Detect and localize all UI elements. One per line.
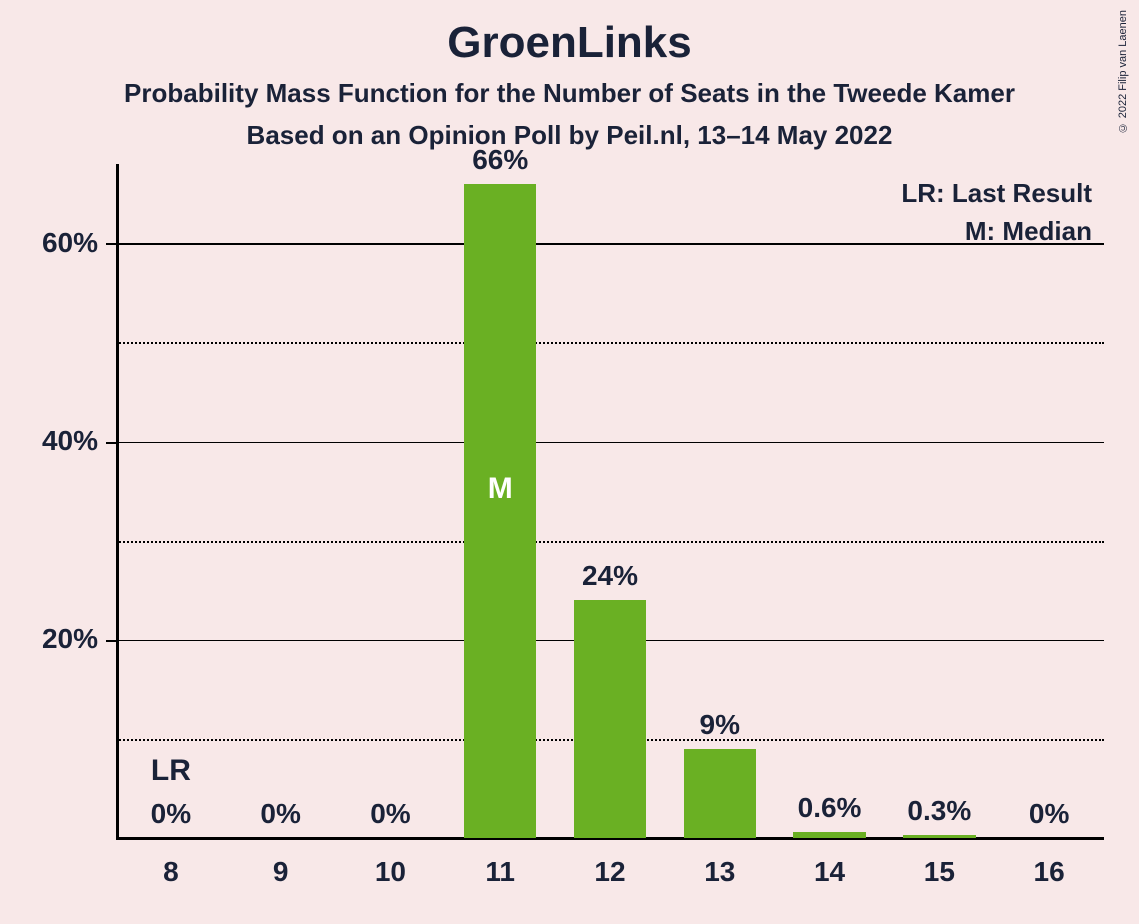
x-tick-label: 14 xyxy=(780,856,880,888)
x-tick-label: 12 xyxy=(560,856,660,888)
median-marker: M xyxy=(460,472,540,506)
legend-lr: LR: Last Result xyxy=(901,178,1092,209)
bar-value-label: 0% xyxy=(994,798,1104,830)
bar xyxy=(793,832,865,838)
bar-value-label: 0% xyxy=(116,798,226,830)
x-tick-label: 13 xyxy=(670,856,770,888)
legend-median: M: Median xyxy=(965,216,1092,247)
gridline-major xyxy=(116,442,1104,444)
x-tick-label: 15 xyxy=(889,856,989,888)
y-tick xyxy=(106,442,116,444)
x-tick-label: 16 xyxy=(999,856,1099,888)
bar-value-label: 0% xyxy=(335,798,445,830)
bar-value-label: 0.3% xyxy=(884,795,994,827)
bar-value-label: 9% xyxy=(665,709,775,741)
x-tick-label: 10 xyxy=(340,856,440,888)
lr-marker: LR xyxy=(121,754,221,788)
bar-value-label: 0% xyxy=(226,798,336,830)
chart-container: © 2022 Filip van Laenen GroenLinks Proba… xyxy=(0,0,1139,924)
bar xyxy=(903,835,975,838)
y-tick-label: 20% xyxy=(8,623,98,655)
bar xyxy=(684,749,756,838)
x-tick-label: 8 xyxy=(121,856,221,888)
bar-value-label: 24% xyxy=(555,560,665,592)
y-tick xyxy=(106,243,116,245)
bar xyxy=(574,600,646,838)
x-tick-label: 9 xyxy=(231,856,331,888)
y-axis-line xyxy=(116,164,119,838)
bar-value-label: 66% xyxy=(445,144,555,176)
x-tick-label: 11 xyxy=(450,856,550,888)
y-tick-label: 40% xyxy=(8,425,98,457)
gridline-minor xyxy=(116,342,1104,344)
plot-area: 20%40%60%0%80%90%1066%1124%129%130.6%140… xyxy=(116,174,1104,838)
gridline-minor xyxy=(116,541,1104,543)
chart-subtitle-1: Probability Mass Function for the Number… xyxy=(0,78,1139,109)
bar xyxy=(464,184,536,838)
y-tick xyxy=(106,640,116,642)
y-tick-label: 60% xyxy=(8,227,98,259)
gridline-major xyxy=(116,243,1104,245)
bar-value-label: 0.6% xyxy=(775,792,885,824)
chart-title: GroenLinks xyxy=(0,18,1139,68)
chart-subtitle-2: Based on an Opinion Poll by Peil.nl, 13–… xyxy=(0,120,1139,151)
